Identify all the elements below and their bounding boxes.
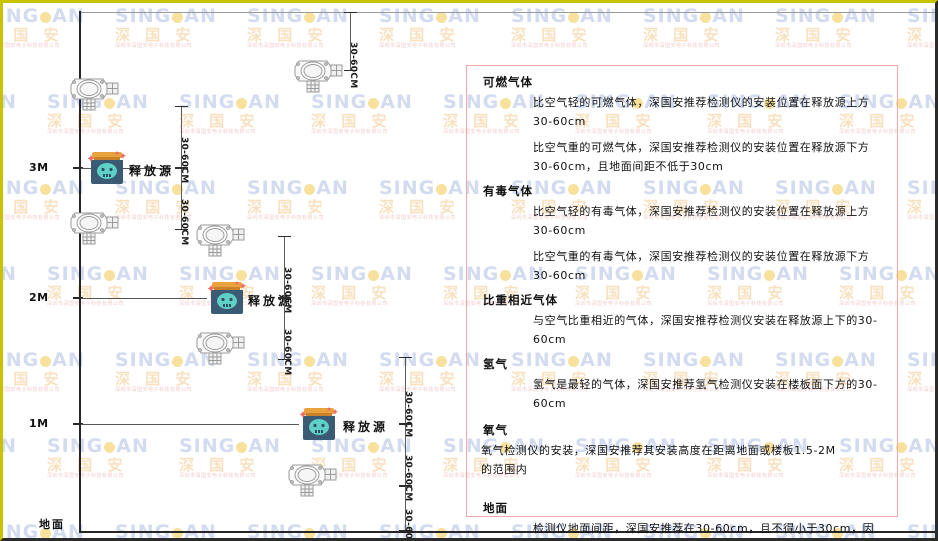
ground-axis (79, 531, 935, 533)
panel-section-paragraph: 比空气轻的可燃气体，深国安推荐检测仪的安装位置在释放源上方30-60cm (533, 96, 870, 128)
tick-3m (73, 167, 83, 169)
panel-section: 地面检测仪地面间距，深国安推荐在30-60cm，且不得小于30cm，因为过低容易… (481, 500, 883, 538)
gas-detector-icon (69, 69, 125, 113)
gas-detector-icon (287, 455, 343, 499)
panel-section-title: 氧气 (483, 423, 508, 437)
ceiling-line (81, 12, 935, 13)
gas-detector-icon (195, 323, 251, 367)
gas-detector-icon (293, 51, 349, 95)
tick-1m (73, 423, 83, 425)
axis-label-2m: 2M (29, 291, 49, 304)
source-label-3m: 释放源 (129, 164, 175, 178)
ground-label: 地面 (39, 518, 65, 531)
gas-detector-icon (69, 203, 125, 247)
release-source-icon (207, 281, 247, 315)
axis-label-3m: 3M (29, 161, 49, 174)
panel-section-paragraph: 检测仪地面间距，深国安推荐在30-60cm，且不得小于30cm，因为过低容易水溅… (533, 522, 875, 535)
source-label-1m: 释放源 (343, 420, 389, 434)
panel-section: 可燃气体 比空气轻的可燃气体，深国安推荐检测仪的安装位置在释放源上方30-60cm… (481, 74, 883, 176)
release-source-icon (87, 151, 127, 185)
vertical-axis (79, 11, 81, 531)
tick-2m (73, 297, 83, 299)
recommendation-panel: 可燃气体 比空气轻的可燃气体，深国安推荐检测仪的安装位置在释放源上方30-60cm… (466, 65, 898, 535)
release-source-icon (299, 407, 339, 441)
panel-section-paragraph: 比空气重的有毒气体，深国安推荐检测仪的安装位置在释放源下方30-60cm (533, 250, 870, 282)
panel-section: 氧气氧气检测仪的安装，深国安推荐其安装高度在距离地面或楼板1.5-2M的范围内 (481, 420, 883, 486)
level-line-3m (81, 168, 171, 169)
panel-section-paragraph: 比空气轻的有毒气体，深国安推荐检测仪的安装位置在释放源上方30-60cm (533, 205, 870, 237)
level-line-1m (81, 424, 299, 425)
panel-section-title: 可燃气体 (483, 75, 533, 89)
panel-section-title: 比重相近气体 (483, 293, 558, 307)
panel-section-title: 氢气 (483, 357, 508, 371)
panel-section-title: 有毒气体 (483, 184, 533, 198)
panel-section-paragraph: 比空气重的可燃气体，深国安推荐检测仪的安装位置在释放源下方30-60cm，且地面… (533, 141, 870, 173)
level-line-2m (81, 298, 207, 299)
gas-detector-icon (195, 215, 251, 259)
axis-label-1m: 1M (29, 417, 49, 430)
panel-section: 有毒气体 比空气轻的有毒气体，深国安推荐检测仪的安装位置在释放源上方30-60cm… (481, 183, 883, 285)
panel-section-paragraph: 与空气比重相近的气体，深国安推荐检测仪安装在释放源上下的30-60cm (533, 314, 878, 346)
panel-section: 比重相近气体与空气比重相近的气体，深国安推荐检测仪安装在释放源上下的30-60c… (481, 292, 883, 349)
installation-height-diagram: 3M 2M 1M 地面 (3, 3, 935, 538)
panel-section-title: 地面 (483, 501, 508, 515)
panel-section-paragraph: 氢气是最轻的气体，深国安推荐氢气检测仪安装在楼板面下方的30-60cm (533, 378, 878, 410)
panel-section: 氢气氢气是最轻的气体，深国安推荐氢气检测仪安装在楼板面下方的30-60cm (481, 356, 883, 413)
panel-section-paragraph: 氧气检测仪的安装，深国安推荐其安装高度在距离地面或楼板1.5-2M的范围内 (481, 444, 836, 476)
